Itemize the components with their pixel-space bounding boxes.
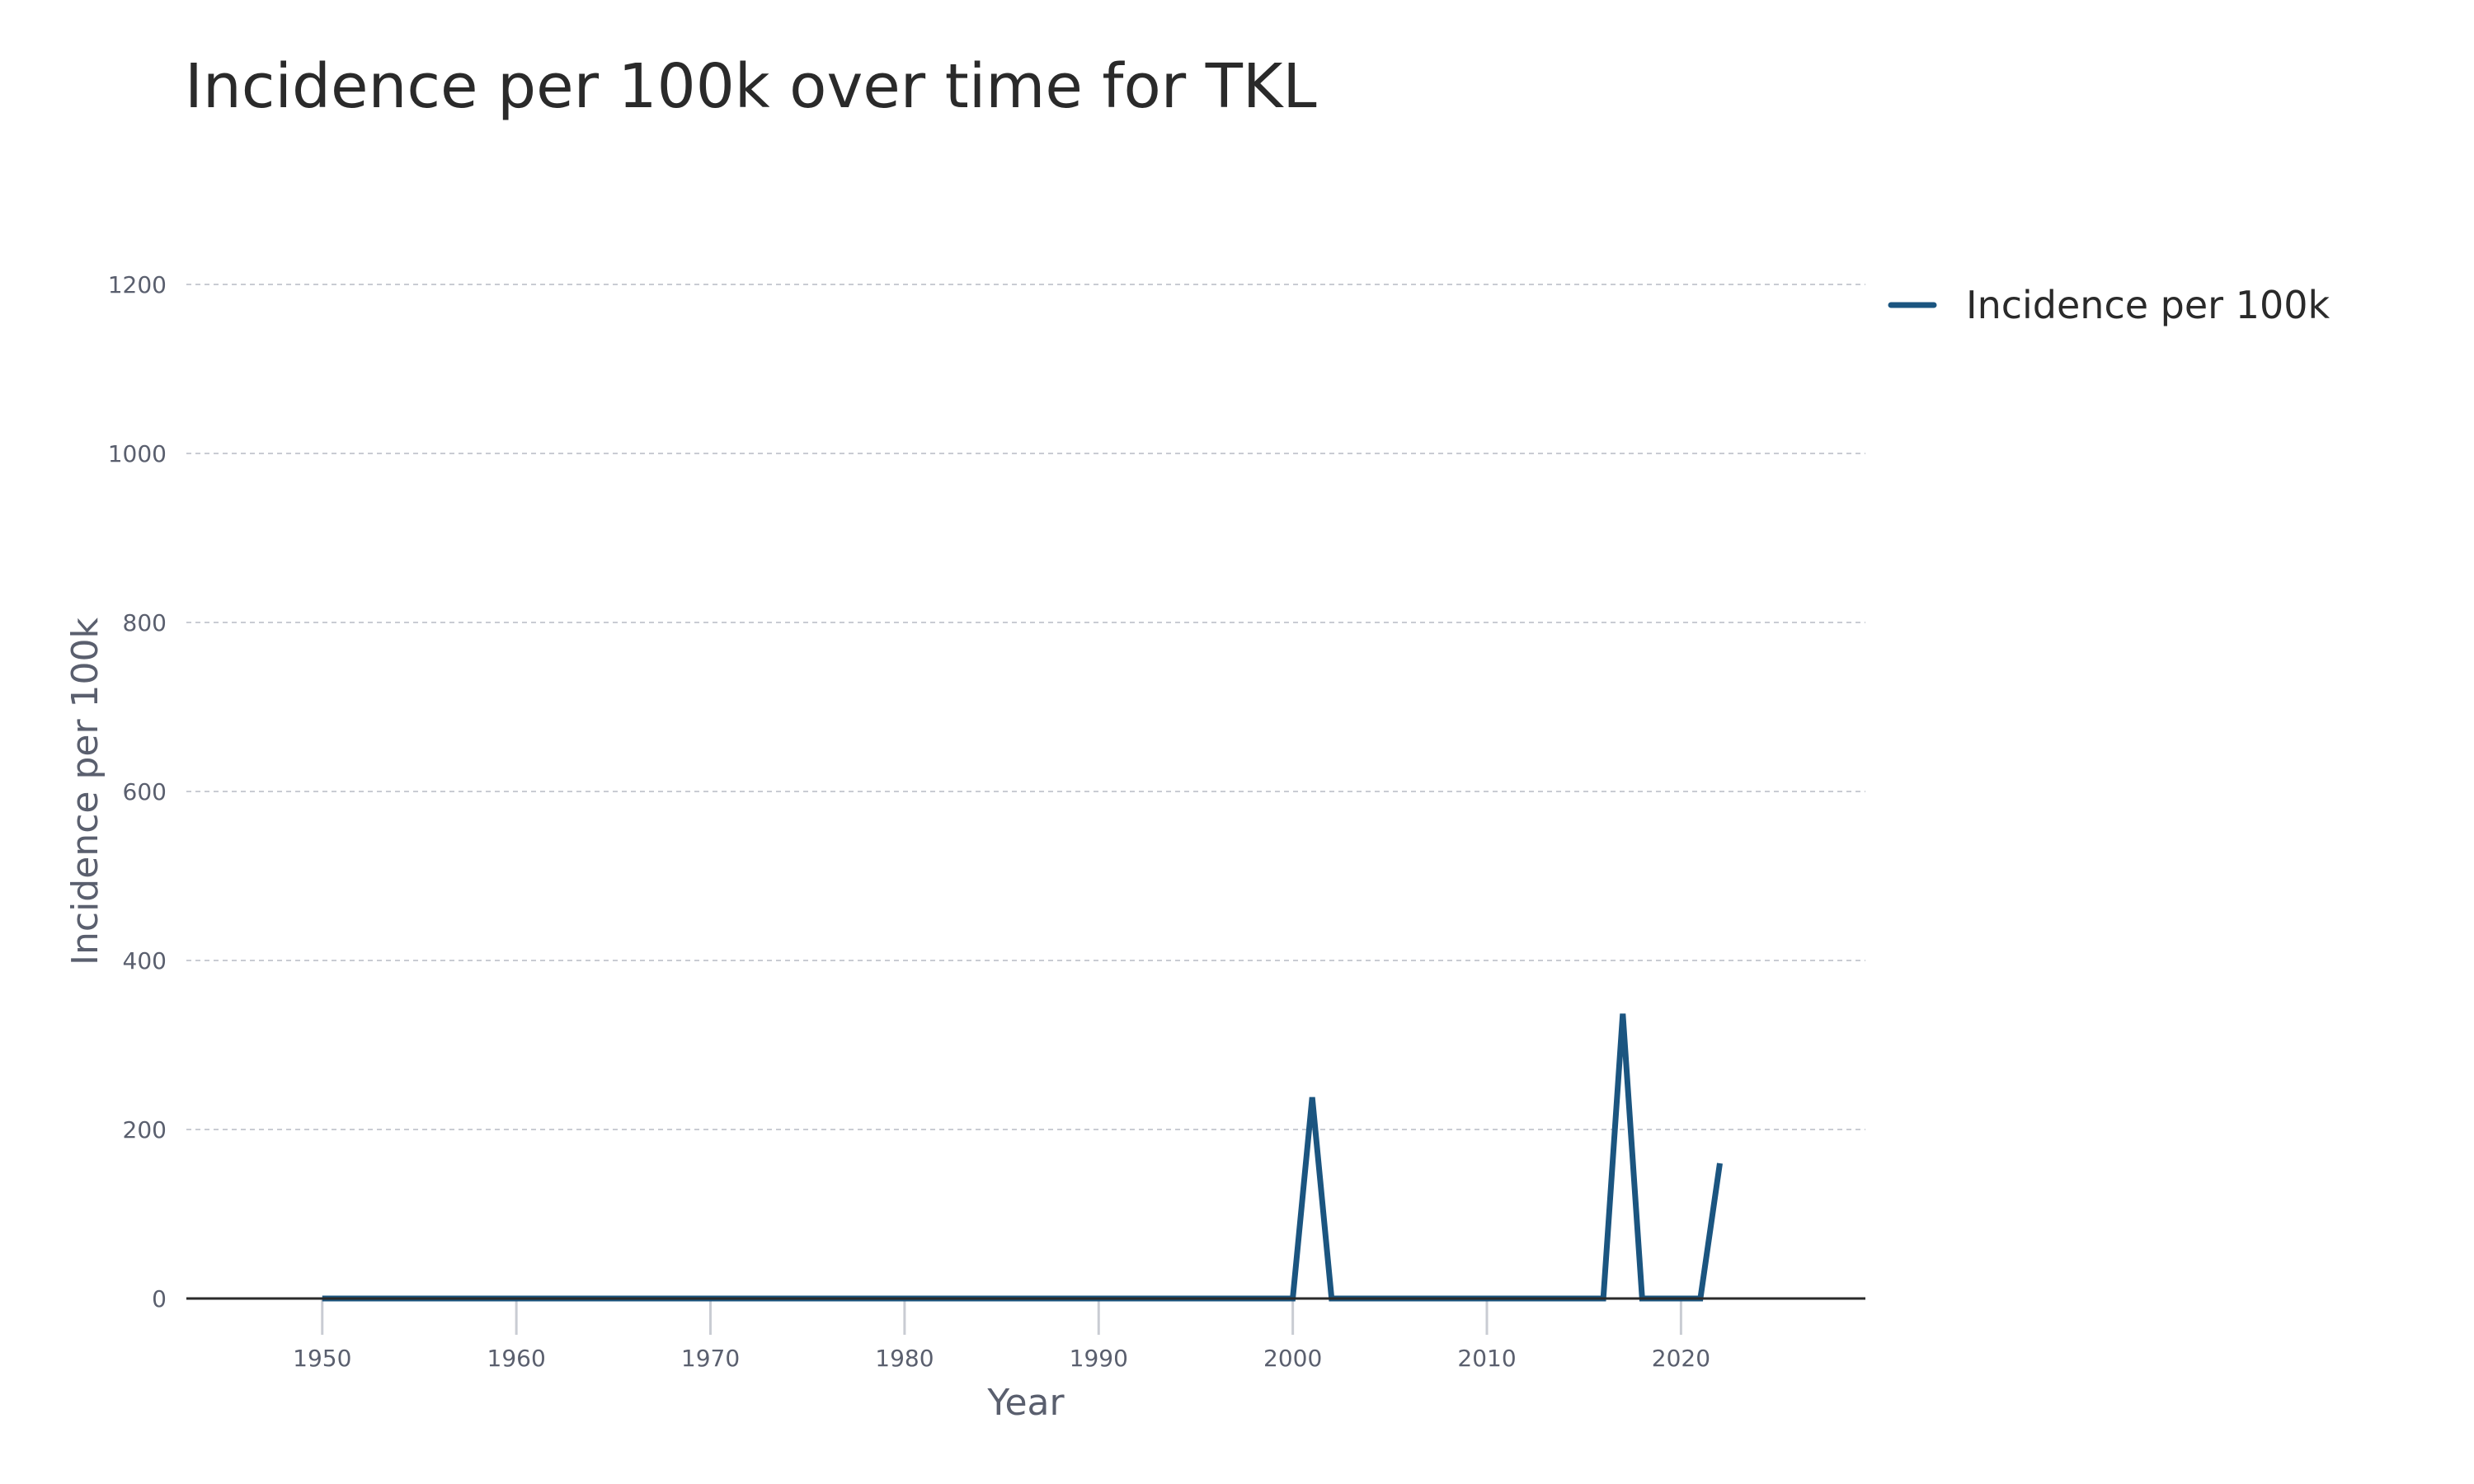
series-line	[322, 1013, 1723, 1302]
x-tick-label: 2010	[1457, 1345, 1516, 1372]
chart-title: Incidence per 100k over time for TKL	[185, 51, 1317, 122]
legend-label: Incidence per 100k	[1966, 283, 2330, 327]
x-tick-label: 2020	[1652, 1345, 1710, 1372]
x-tick-label: 1950	[293, 1345, 351, 1372]
gridlines	[186, 284, 1865, 1130]
y-tick-label: 400	[123, 947, 167, 974]
y-axis-ticks: 0 200 400 600 800 1000 1200	[108, 271, 167, 1313]
y-tick-label: 600	[123, 778, 167, 805]
y-axis-title: Incidence per 100k	[64, 618, 106, 965]
x-tick-label: 1960	[487, 1345, 546, 1372]
x-tick-label: 1970	[681, 1345, 740, 1372]
y-tick-label: 800	[123, 609, 167, 636]
y-tick-label: 0	[152, 1285, 167, 1313]
x-tick-label: 2000	[1263, 1345, 1322, 1372]
y-tick-label: 1200	[108, 271, 167, 298]
x-axis-title: Year	[986, 1382, 1065, 1424]
y-tick-label: 200	[123, 1116, 167, 1144]
y-tick-label: 1000	[108, 440, 167, 467]
series-lines	[322, 1013, 1723, 1302]
x-tick-label: 1990	[1070, 1345, 1128, 1372]
x-axis-ticks: 1950 1960 1970 1980 1990 2000 2010 2020	[293, 1298, 1710, 1372]
legend[interactable]: Incidence per 100k	[1888, 283, 2330, 327]
x-tick-label: 1980	[875, 1345, 934, 1372]
